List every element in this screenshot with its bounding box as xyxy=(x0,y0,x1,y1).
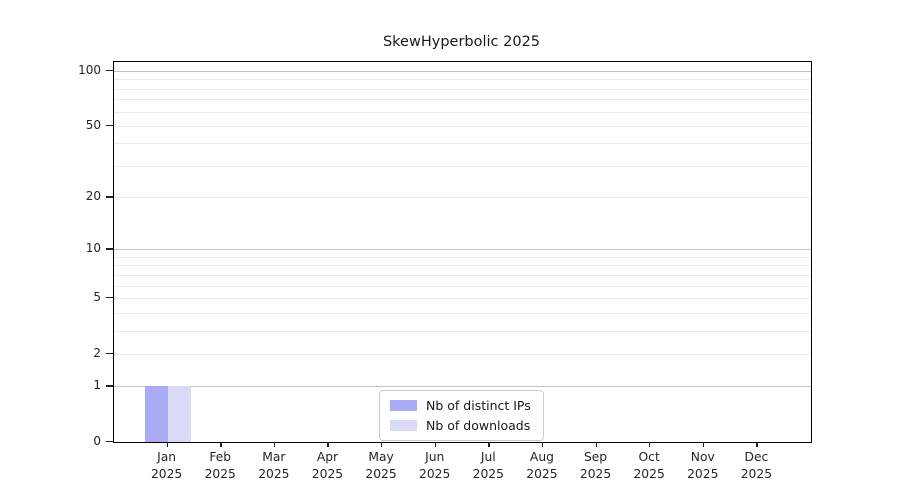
x-tick-label: Jun 2025 xyxy=(419,450,451,481)
minor-gridline xyxy=(114,297,811,299)
major-gridline xyxy=(114,249,811,251)
legend-swatch xyxy=(390,400,417,411)
minor-gridline xyxy=(114,99,811,101)
x-tick-label: Dec 2025 xyxy=(740,450,773,481)
x-tick-label: Apr 2025 xyxy=(311,450,344,481)
y-tick-mark xyxy=(106,441,113,443)
y-tick-label: 5 xyxy=(93,289,101,304)
y-tick-label: 50 xyxy=(85,117,101,132)
x-tick-label: Mar 2025 xyxy=(258,450,290,481)
legend: Nb of distinct IPs Nb of downloads xyxy=(379,390,544,441)
x-tick-label: Oct 2025 xyxy=(633,450,665,481)
y-tick-label: 10 xyxy=(85,241,101,256)
minor-gridline xyxy=(114,265,811,267)
legend-swatch xyxy=(390,420,417,431)
x-tick-label: Aug 2025 xyxy=(526,450,558,481)
x-tick-mark xyxy=(166,442,168,447)
x-tick-mark xyxy=(327,442,329,447)
x-tick-label: May 2025 xyxy=(365,450,397,481)
x-tick-mark xyxy=(649,442,651,447)
x-tick-mark xyxy=(702,442,705,447)
x-tick-mark xyxy=(381,442,383,447)
x-tick-label: Feb 2025 xyxy=(204,450,236,481)
x-tick-mark xyxy=(434,442,436,447)
x-tick-label: Nov 2025 xyxy=(687,450,719,481)
y-tick-mark xyxy=(106,385,113,387)
chart-title: SkewHyperbolic 2025 xyxy=(382,34,541,50)
legend-item: Nb of downloads xyxy=(390,418,531,433)
minor-gridline xyxy=(114,88,811,90)
legend-label: Nb of distinct IPs xyxy=(426,398,531,413)
x-tick-mark xyxy=(273,442,276,447)
y-tick-mark xyxy=(106,296,113,299)
x-tick-label: Sep 2025 xyxy=(579,450,612,481)
minor-gridline xyxy=(114,312,811,314)
major-gridline xyxy=(114,386,811,388)
y-tick-mark xyxy=(106,124,113,127)
y-tick-mark xyxy=(106,70,113,72)
x-tick-mark xyxy=(488,442,490,447)
x-tick-mark xyxy=(595,442,597,447)
bar-downloads xyxy=(167,386,191,442)
minor-gridline xyxy=(114,285,811,287)
y-tick-label: 2 xyxy=(93,345,101,360)
plot-area: Nb of distinct IPs Nb of downloads xyxy=(113,61,812,443)
y-tick-label: 20 xyxy=(85,189,101,204)
y-tick-mark xyxy=(106,352,113,354)
legend-item: Nb of distinct IPs xyxy=(390,398,531,413)
major-gridline xyxy=(114,71,811,72)
x-tick-label: Jan 2025 xyxy=(150,450,183,481)
minor-gridline xyxy=(114,165,811,167)
x-tick-mark xyxy=(541,442,544,447)
y-tick-mark xyxy=(106,248,113,250)
y-tick-mark xyxy=(106,196,113,198)
legend-label: Nb of downloads xyxy=(426,418,531,433)
x-tick-mark xyxy=(756,442,758,447)
y-tick-label: 100 xyxy=(78,63,101,77)
x-tick-mark xyxy=(220,442,222,447)
minor-gridline xyxy=(114,330,811,332)
minor-gridline xyxy=(114,79,811,81)
y-tick-label: 1 xyxy=(93,378,101,393)
x-tick-label: Jul 2025 xyxy=(472,450,504,481)
minor-gridline xyxy=(114,143,811,145)
y-tick-label: 0 xyxy=(93,434,101,448)
minor-gridline xyxy=(114,197,811,199)
minor-gridline xyxy=(114,256,811,258)
bar-distinct-ips xyxy=(144,386,168,442)
minor-gridline xyxy=(114,353,811,355)
minor-gridline xyxy=(114,125,811,127)
minor-gridline xyxy=(114,274,811,276)
minor-gridline xyxy=(114,111,811,113)
